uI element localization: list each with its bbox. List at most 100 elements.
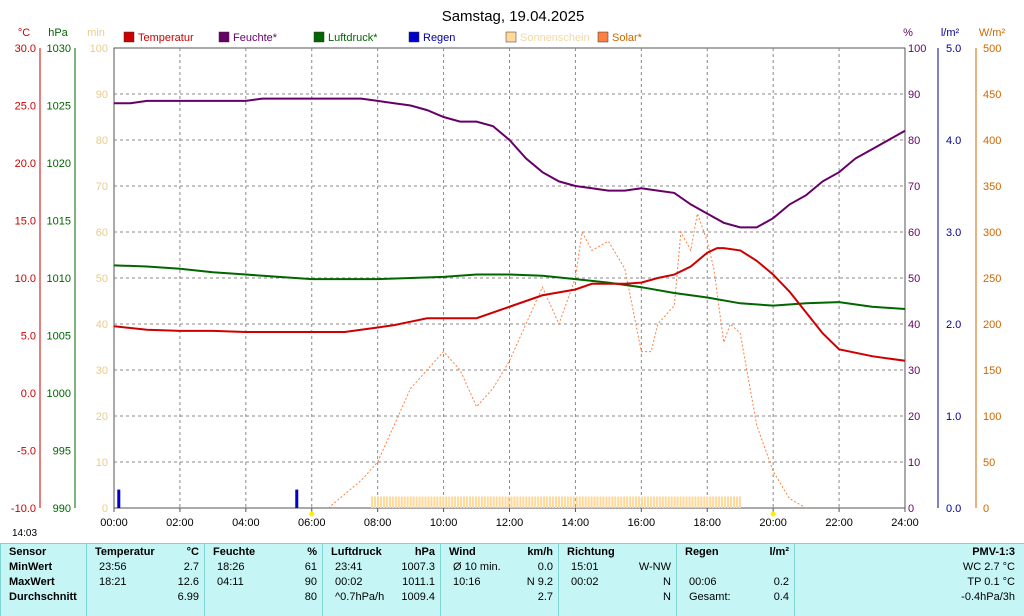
minutes-tick-label: 50: [96, 273, 108, 285]
sunshine-bar: [629, 496, 632, 508]
stats-pmv-value: -0.4hPa/3h: [961, 591, 1015, 603]
x-tick-label: 02:00: [166, 517, 194, 529]
sunshine-bar: [712, 496, 715, 508]
stats-row-label: Durchschnitt: [9, 591, 77, 603]
temp-tick-label: 0.0: [21, 388, 36, 400]
humidity-tick-label: 30: [908, 365, 920, 377]
pressure-tick-label: 1000: [47, 388, 71, 400]
sunshine-bar: [377, 496, 380, 508]
stats-header: Richtung: [567, 546, 615, 558]
sunshine-bar: [374, 496, 377, 508]
sunshine-bar: [638, 496, 641, 508]
stats-value: 1009.4: [401, 591, 435, 603]
sunshine-bar: [721, 496, 724, 508]
solar-tick-label: 450: [983, 89, 1001, 101]
minutes-tick-label: 40: [96, 319, 108, 331]
sunshine-bar: [519, 496, 522, 508]
pressure-tick-label: 1015: [47, 216, 71, 228]
stats-value: 0.2: [773, 576, 789, 588]
sunshine-bar: [430, 496, 433, 508]
sunshine-bar: [682, 496, 685, 508]
legend-swatch: [505, 31, 517, 43]
stats-time: 23:56: [99, 561, 127, 573]
sunshine-bar: [608, 496, 611, 508]
solar-tick-label: 300: [983, 227, 1001, 239]
sunshine-bar: [566, 496, 569, 508]
stats-time: 00:02: [335, 576, 363, 588]
legend-label: Solar*: [612, 32, 643, 44]
sunshine-bar: [732, 496, 735, 508]
sunshine-bar: [641, 496, 644, 508]
sunshine-bar: [569, 496, 572, 508]
sunshine-bar: [388, 496, 391, 508]
rain-tick-label: 5.0: [946, 43, 961, 55]
sunshine-bar: [673, 496, 676, 508]
humidity-tick-label: 70: [908, 181, 920, 193]
x-tick-label: 00:00: [100, 517, 128, 529]
sunshine-bar: [412, 496, 415, 508]
sunshine-bar: [489, 496, 492, 508]
sunshine-bar: [460, 496, 463, 508]
legend-label: Regen: [423, 32, 455, 44]
stats-value: N: [663, 576, 671, 588]
sunshine-bar: [557, 496, 560, 508]
legend-label: Feuchte*: [233, 32, 278, 44]
stats-sensor: Sensor MinWert MaxWert Durchschnitt: [0, 544, 87, 616]
weather-chart: Samstag, 19.04.2025 30.0 25.0 20.0 15.0 10.0…: [10, 8, 1006, 529]
sunshine-bar: [516, 496, 519, 508]
sunshine-bar: [397, 496, 400, 508]
sunshine-bar: [590, 496, 593, 508]
sunshine-bar: [635, 496, 638, 508]
stats-value: N 9.2: [526, 576, 553, 588]
minutes-tick-label: 60: [96, 227, 108, 239]
minutes-tick-label: 100: [90, 43, 108, 55]
sunshine-bar: [504, 496, 507, 508]
sunshine-bar: [433, 496, 436, 508]
solar-tick-label: 150: [983, 365, 1001, 377]
humidity-tick-label: 100: [908, 43, 926, 55]
x-tick-label: 22:00: [825, 517, 853, 529]
stats-pmv-value: WC 2.7 °C: [962, 561, 1015, 573]
sunshine-bar: [454, 496, 457, 508]
sunshine-bar: [599, 496, 602, 508]
legend-swatch: [218, 31, 230, 43]
sunshine-bar: [534, 496, 537, 508]
stats-time: 00:02: [571, 576, 599, 588]
sunshine-bar: [486, 496, 489, 508]
minutes-tick-label: 70: [96, 181, 108, 193]
temp-tick-label: -5.0: [17, 446, 36, 458]
humidity-tick-label: 0: [908, 503, 914, 515]
sunshine-bar: [554, 496, 557, 508]
stats-pmv: PMV-1:3 WC 2.7 °C TP 0.1 °C -0.4hPa/3h: [794, 544, 1024, 616]
stats-time: Gesamt:: [689, 591, 731, 603]
solar-tick-label: 350: [983, 181, 1001, 193]
stats-value: N: [663, 591, 671, 603]
x-tick-label: 12:00: [496, 517, 524, 529]
sunshine-bar: [706, 496, 709, 508]
pressure-tick-label: 1030: [47, 43, 71, 55]
axis-unit-label: hPa: [48, 27, 68, 39]
stats-pmv-value: TP 0.1 °C: [967, 576, 1015, 588]
sunshine-bar: [415, 496, 418, 508]
temp-tick-label: 30.0: [15, 43, 36, 55]
sunshine-bar: [546, 496, 549, 508]
sunshine-bar: [480, 496, 483, 508]
humidity-tick-label: 10: [908, 457, 920, 469]
rain-bar: [295, 489, 299, 508]
sun-marker: [309, 511, 315, 517]
temp-tick-label: 5.0: [21, 331, 36, 343]
sunshine-bar: [483, 496, 486, 508]
sunshine-bar: [448, 496, 451, 508]
x-tick-label: 04:00: [232, 517, 260, 529]
sunshine-bar: [525, 496, 528, 508]
sunshine-bar: [400, 496, 403, 508]
x-tick-label: 06:00: [298, 517, 326, 529]
sunshine-bar: [531, 496, 534, 508]
sunshine-bar: [495, 496, 498, 508]
sunshine-bar: [623, 496, 626, 508]
stats-humidity: Feuchte% 18:26 61 04:11 90 80: [204, 544, 323, 616]
sunshine-bar: [605, 496, 608, 508]
sunshine-bar: [477, 496, 480, 508]
stats-time: ^0.7hPa/h: [335, 591, 385, 603]
solar-tick-label: 200: [983, 319, 1001, 331]
